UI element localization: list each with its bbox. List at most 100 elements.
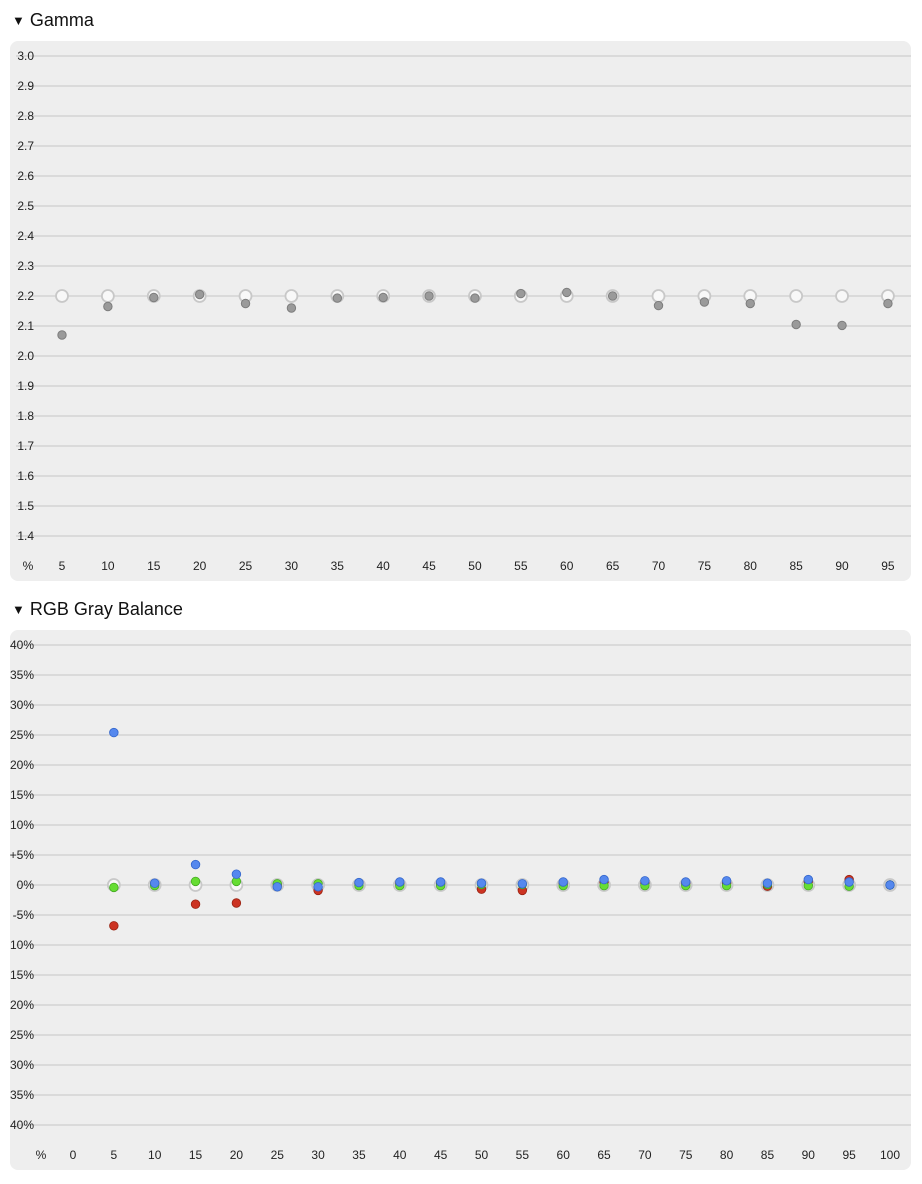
gamma-x-axis-label: %: [23, 559, 34, 573]
gray-balance-chart: +40% +35% +30% +25% +20% +15% +10% +5% 0% -5% -10%…: [3, 638, 911, 1162]
gamma-y-tick-label: 1.6: [17, 469, 34, 483]
gray-x-tick-label: 30: [311, 1148, 325, 1162]
gray-x-tick-label: 95: [842, 1148, 856, 1162]
gray-blue-point: [640, 876, 650, 886]
gamma-measured-point: [562, 287, 572, 298]
triangle-down-icon: ▼: [12, 601, 25, 617]
gamma-target-point: [789, 289, 804, 303]
gamma-measured-point: [837, 320, 847, 331]
gray-x-tick-label: 80: [720, 1148, 734, 1162]
gray-green-point: [109, 882, 119, 893]
gamma-target-point: [55, 289, 69, 303]
gamma-measured-point: [607, 291, 618, 301]
gamma-y-tick-label: 2.7: [17, 139, 34, 153]
gray-x-tick-label: 85: [761, 1148, 775, 1162]
gray-x-tick-label: 0: [70, 1148, 77, 1162]
gamma-measured-point: [516, 288, 526, 299]
gray-x-tick-label: 10: [148, 1148, 162, 1162]
gamma-x-tick-label: 5: [59, 559, 66, 573]
gray-y-tick-label: -15%: [10, 968, 34, 982]
gamma-x-tick-label: 30: [285, 559, 299, 573]
gamma-measured-point: [149, 292, 159, 303]
gray-x-tick-label: 45: [434, 1148, 448, 1162]
gamma-measured-point: [791, 319, 801, 330]
gray-y-tick-label: +35%: [10, 668, 34, 682]
gray-x-tick-label: 5: [111, 1148, 118, 1162]
gamma-x-tick-label: 60: [560, 559, 574, 573]
gray-blue-point: [844, 877, 854, 887]
gray-x-tick-label: 15: [189, 1148, 203, 1162]
gamma-y-tick-label: 2.3: [17, 259, 34, 273]
gamma-x-tick-label: 50: [468, 559, 482, 573]
gray-balance-section-header[interactable]: ▼ RGB Gray Balance: [12, 597, 183, 621]
gray-x-tick-label: 75: [679, 1148, 693, 1162]
gray-y-tick-label: +20%: [10, 758, 34, 772]
gray-blue-point: [395, 877, 405, 887]
gray-y-tick-label: -40%: [10, 1118, 34, 1132]
gray-y-tick-label: -5%: [13, 908, 35, 922]
gray-x-tick-label: 35: [352, 1148, 366, 1162]
gamma-measured-point: [332, 293, 343, 303]
gray-blue-point: [313, 882, 323, 892]
gray-y-tick-label: +25%: [10, 728, 34, 742]
gray-blue-point: [109, 727, 119, 738]
gray-blue-point: [599, 874, 609, 885]
gray-blue-point: [354, 877, 364, 888]
gray-blue-point: [681, 877, 691, 887]
gamma-y-tick-label: 1.5: [17, 499, 34, 513]
gamma-x-tick-label: 10: [101, 559, 115, 573]
gamma-measured-point: [57, 330, 67, 340]
gamma-target-point: [100, 289, 115, 303]
gray-x-tick-label: 20: [230, 1148, 244, 1162]
gray-blue-point: [190, 859, 201, 870]
gamma-section-header[interactable]: ▼ Gamma: [12, 8, 94, 32]
gamma-y-tick-label: 1.9: [17, 379, 34, 393]
gray-y-tick-label: 0%: [17, 878, 35, 892]
gray-x-tick-label: 65: [597, 1148, 611, 1162]
gamma-measured-point: [745, 298, 755, 309]
gray-blue-point: [762, 878, 773, 888]
gamma-target-point: [651, 289, 666, 303]
gray-x-axis-label: %: [36, 1148, 47, 1162]
gamma-measured-point: [378, 292, 388, 303]
gray-y-tick-label: -20%: [10, 998, 34, 1012]
gamma-x-tick-label: 95: [881, 559, 895, 573]
gamma-measured-point: [699, 297, 710, 307]
gray-blue-point: [231, 869, 242, 879]
gamma-x-tick-label: 85: [789, 559, 803, 573]
gray-blue-point: [435, 877, 446, 887]
gray-y-tick-label: +15%: [10, 788, 34, 802]
gray-y-tick-label: -25%: [10, 1028, 34, 1042]
gamma-measured-point: [240, 298, 251, 309]
gray-x-tick-label: 25: [271, 1148, 285, 1162]
gamma-x-tick-label: 25: [239, 559, 253, 573]
gamma-y-tick-label: 1.8: [17, 409, 34, 423]
gamma-x-tick-label: 80: [744, 559, 758, 573]
gray-red-point: [190, 899, 201, 909]
gamma-x-tick-label: 70: [652, 559, 666, 573]
gray-x-tick-label: 70: [638, 1148, 652, 1162]
gamma-y-tick-label: 2.9: [17, 79, 34, 93]
gray-y-tick-label: +5%: [10, 848, 34, 862]
gray-blue-point: [272, 882, 282, 892]
gamma-chart: 3.0 2.9 2.8 2.7 2.6 2.5 2.4 2.3 2.2 2.1 2.0 1.9 1.8 1…: [16, 49, 911, 573]
gray-balance-chart-panel: +40% +35% +30% +25% +20% +15% +10% +5% 0% -5% -10%…: [3, 630, 911, 1170]
gamma-y-tick-label: 2.0: [17, 349, 34, 363]
gamma-measured-point: [103, 301, 113, 312]
gamma-y-tick-label: 2.1: [17, 319, 34, 333]
gamma-x-tick-label: 65: [606, 559, 620, 573]
gray-x-tick-label: 40: [393, 1148, 407, 1162]
gamma-y-tick-label: 3.0: [17, 49, 34, 63]
gray-x-tick-label: 55: [516, 1148, 530, 1162]
gray-y-tick-label: +30%: [10, 698, 34, 712]
gray-y-tick-label: -35%: [10, 1088, 34, 1102]
gray-x-tick-label: 90: [802, 1148, 816, 1162]
gamma-x-tick-label: 90: [835, 559, 849, 573]
gamma-y-tick-label: 2.6: [17, 169, 34, 183]
gamma-x-tick-label: 75: [698, 559, 712, 573]
gamma-x-tick-label: 55: [514, 559, 528, 573]
gamma-target-point: [835, 289, 849, 303]
gamma-measured-point: [286, 303, 297, 313]
gray-green-point: [190, 876, 201, 887]
gamma-measured-point: [194, 289, 205, 300]
